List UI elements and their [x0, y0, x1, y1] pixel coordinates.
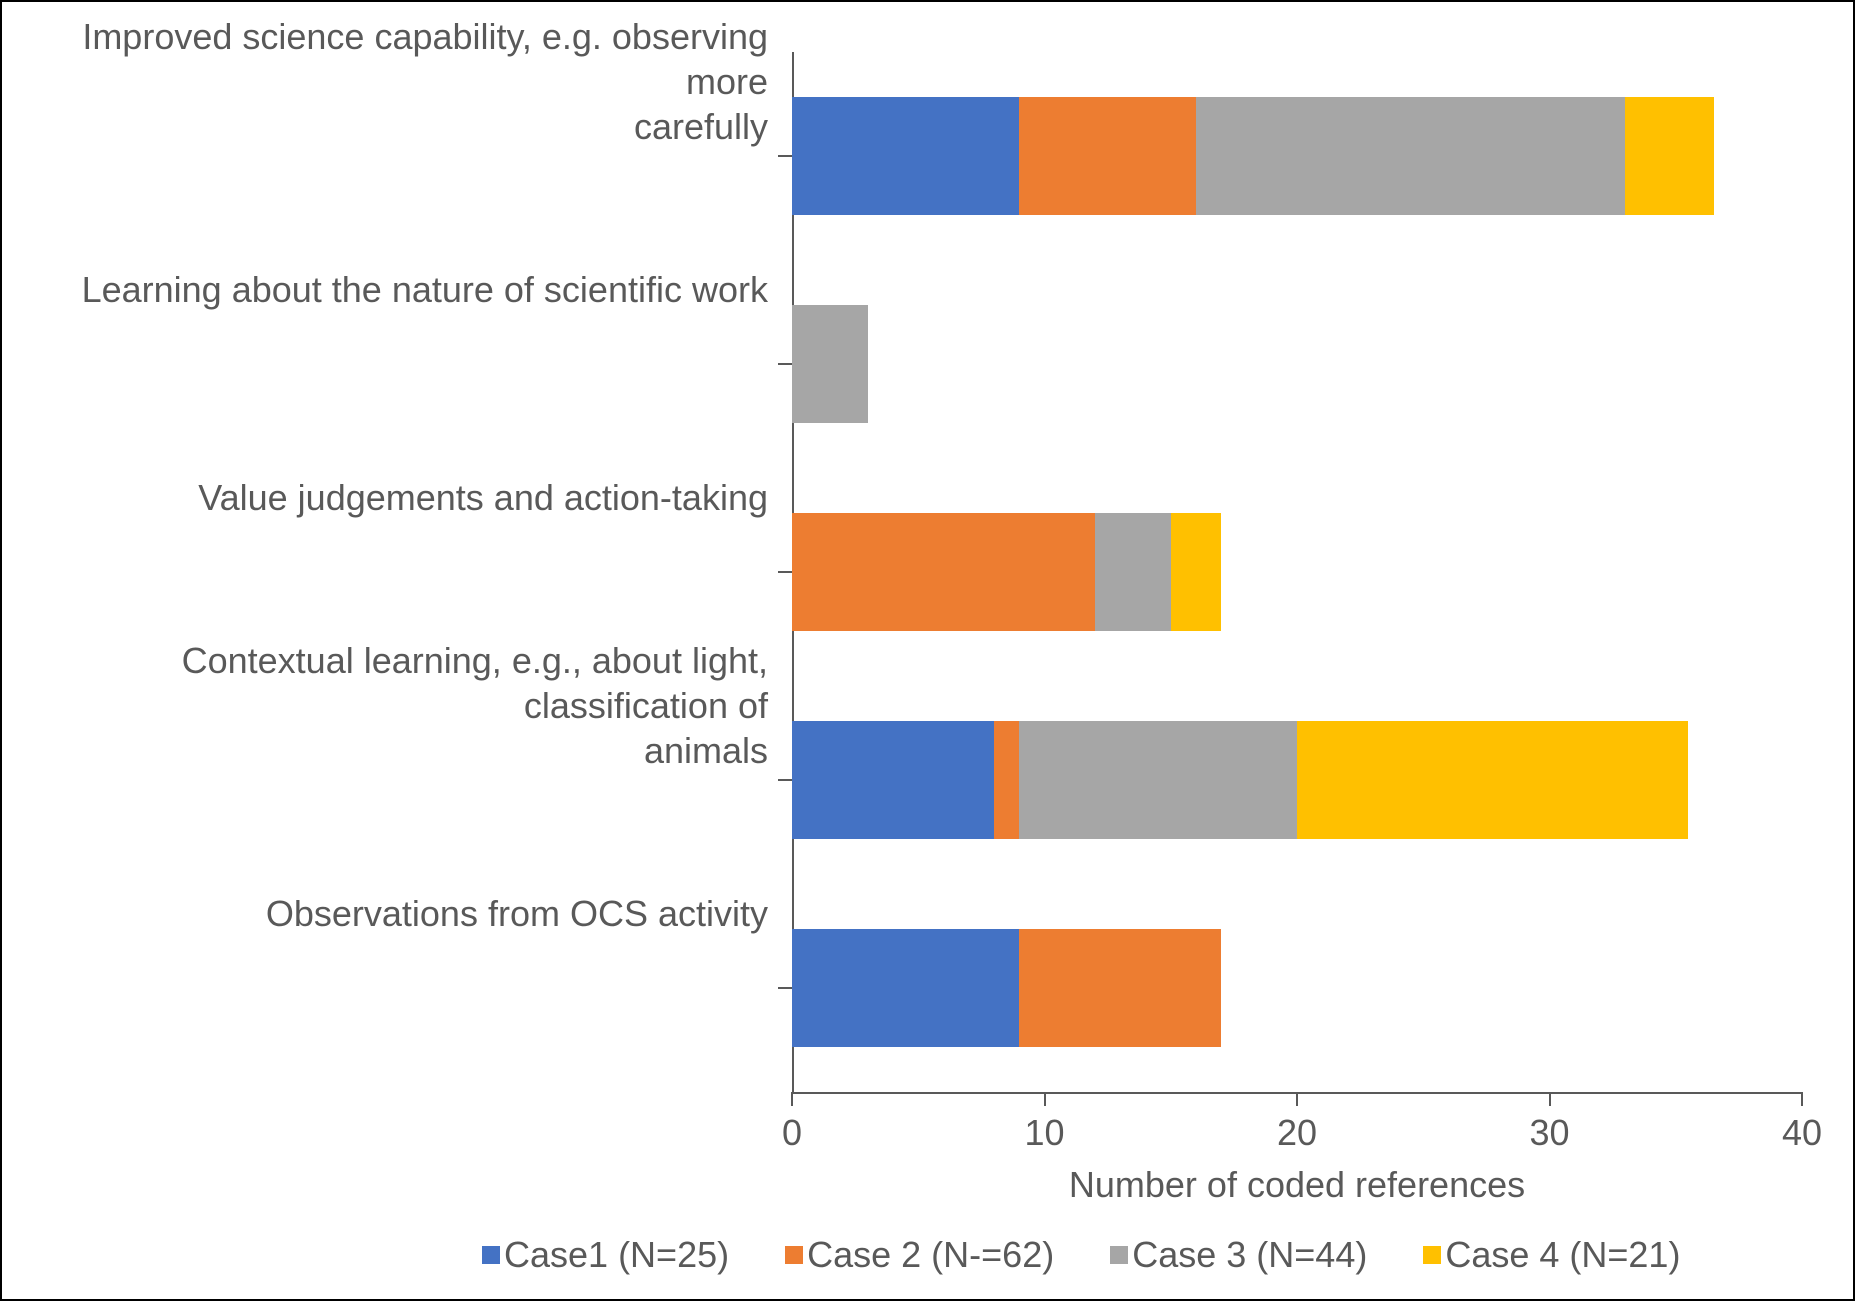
x-tick-label: 20: [1257, 1112, 1337, 1154]
x-tick: [1296, 1092, 1298, 1106]
bar-segment: [1019, 721, 1297, 839]
bar-segment: [792, 305, 868, 423]
bar-segment: [1019, 97, 1196, 215]
x-tick-label: 40: [1762, 1112, 1842, 1154]
x-tick-label: 30: [1510, 1112, 1590, 1154]
y-tick: [778, 363, 792, 365]
bar-segment: [1297, 721, 1688, 839]
bar-segment: [792, 721, 994, 839]
legend-swatch: [482, 1246, 500, 1264]
y-tick: [778, 571, 792, 573]
category-label: Learning about the nature of scientific …: [12, 267, 768, 312]
legend-item: Case 2 (N-=62): [785, 1234, 1054, 1276]
x-axis-title: Number of coded references: [792, 1164, 1802, 1206]
category-label-line: Value judgements and action-taking: [12, 475, 768, 520]
bar-segment: [1095, 513, 1171, 631]
bar-segment: [994, 721, 1019, 839]
x-tick-label: 10: [1005, 1112, 1085, 1154]
bar-segment: [1019, 929, 1221, 1047]
legend-item: Case1 (N=25): [482, 1234, 729, 1276]
plot-region: [792, 52, 1802, 1092]
y-tick: [778, 155, 792, 157]
bar-segment: [792, 97, 1019, 215]
bar-row: [792, 97, 1802, 215]
y-tick: [778, 779, 792, 781]
category-label-line: Observations from OCS activity: [12, 891, 768, 936]
chart-frame: Number of coded references Case1 (N=25)C…: [0, 0, 1855, 1301]
x-tick-label: 0: [752, 1112, 832, 1154]
x-tick: [791, 1092, 793, 1106]
legend: Case1 (N=25) Case 2 (N-=62) Case 3 (N=44) C…: [482, 1234, 1680, 1276]
x-tick: [1801, 1092, 1803, 1106]
category-label: Observations from OCS activity: [12, 891, 768, 936]
legend-label: Case 2 (N-=62): [807, 1234, 1054, 1276]
category-label-line: carefully: [12, 104, 768, 149]
bar-segment: [792, 929, 1019, 1047]
legend-label: Case 3 (N=44): [1132, 1234, 1367, 1276]
bar-segment: [792, 513, 1095, 631]
bar-row: [792, 305, 1802, 423]
category-label-line: Improved science capability, e.g. observ…: [12, 14, 768, 104]
legend-item: Case 4 (N=21): [1423, 1234, 1680, 1276]
bar-segment: [1171, 513, 1222, 631]
category-label-line: Contextual learning, e.g., about light, …: [12, 638, 768, 728]
bar-segment: [1625, 97, 1713, 215]
bar-row: [792, 929, 1802, 1047]
y-tick: [778, 987, 792, 989]
category-label: Improved science capability, e.g. observ…: [12, 14, 768, 149]
legend-item: Case 3 (N=44): [1110, 1234, 1367, 1276]
x-tick: [1549, 1092, 1551, 1106]
legend-label: Case1 (N=25): [504, 1234, 729, 1276]
legend-swatch: [1110, 1246, 1128, 1264]
category-label: Contextual learning, e.g., about light, …: [12, 638, 768, 773]
bar-row: [792, 721, 1802, 839]
bar-segment: [1196, 97, 1625, 215]
category-label-line: animals: [12, 728, 768, 773]
category-label-line: Learning about the nature of scientific …: [12, 267, 768, 312]
legend-label: Case 4 (N=21): [1445, 1234, 1680, 1276]
bar-row: [792, 513, 1802, 631]
legend-swatch: [1423, 1246, 1441, 1264]
category-label: Value judgements and action-taking: [12, 475, 768, 520]
x-tick: [1044, 1092, 1046, 1106]
legend-swatch: [785, 1246, 803, 1264]
